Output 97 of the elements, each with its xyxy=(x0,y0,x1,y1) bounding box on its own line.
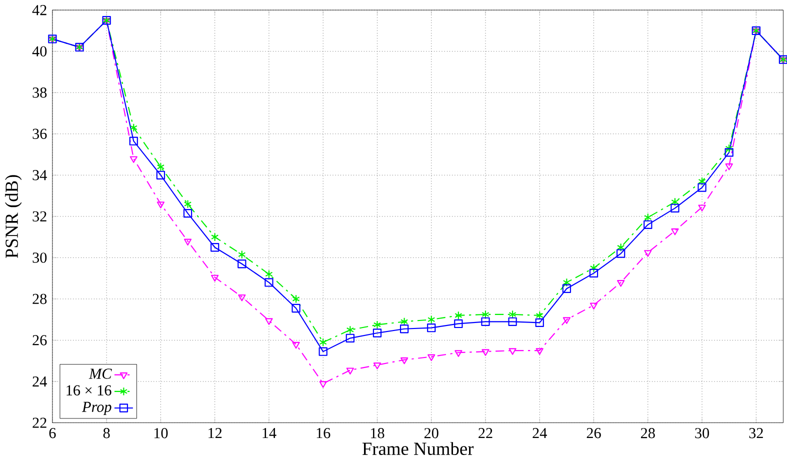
point xyxy=(130,123,138,132)
point xyxy=(292,304,300,313)
point xyxy=(508,317,517,326)
point xyxy=(373,362,382,370)
x-tick-label: 32 xyxy=(749,428,763,438)
x-tick-label: 14 xyxy=(262,428,276,438)
y-tick-label: 28 xyxy=(32,294,47,304)
point xyxy=(454,350,462,357)
point xyxy=(130,156,138,163)
point xyxy=(156,170,166,180)
legend-label: MC xyxy=(88,368,112,379)
point xyxy=(724,148,734,157)
point xyxy=(318,347,328,356)
x-tick-label: 30 xyxy=(695,428,710,438)
point xyxy=(590,302,598,310)
point xyxy=(616,249,626,258)
point xyxy=(292,294,300,304)
point xyxy=(481,317,490,326)
y-tick-label: 26 xyxy=(32,335,47,346)
point xyxy=(508,310,516,319)
point xyxy=(183,208,192,218)
point xyxy=(346,368,354,374)
y-tick-label: 40 xyxy=(32,46,47,56)
point xyxy=(319,338,327,347)
point xyxy=(428,315,436,324)
y-tick-label: 36 xyxy=(32,128,47,139)
x-tick-label: 6 xyxy=(49,428,56,438)
point xyxy=(319,381,327,388)
point xyxy=(698,204,706,212)
y-tick-label: 22 xyxy=(32,418,46,428)
point xyxy=(482,349,490,356)
point xyxy=(725,163,733,170)
point xyxy=(644,250,652,257)
point xyxy=(264,278,274,287)
x-tick-label: 20 xyxy=(424,428,438,438)
point xyxy=(129,136,138,146)
point xyxy=(562,278,571,287)
point xyxy=(211,274,219,282)
y-tick-label: 34 xyxy=(32,170,47,180)
x-tick-label: 12 xyxy=(208,428,222,438)
point xyxy=(454,311,462,320)
x-tick-label: 16 xyxy=(316,428,330,438)
legend-label: 16 × 16 xyxy=(66,385,112,396)
point xyxy=(400,324,409,334)
point xyxy=(536,348,544,355)
point xyxy=(156,162,165,172)
point xyxy=(372,328,382,338)
point xyxy=(590,264,598,272)
point xyxy=(400,357,408,364)
point xyxy=(671,228,679,236)
point xyxy=(428,354,436,362)
x-tick-label: 28 xyxy=(640,428,655,438)
point xyxy=(184,200,192,208)
x-tick-label: 18 xyxy=(370,428,384,438)
x-tick-label: 22 xyxy=(478,428,492,438)
x-axis-title: Frame Number xyxy=(362,442,474,455)
point xyxy=(644,220,652,229)
point xyxy=(211,232,219,242)
y-axis-title: PSNR (dB) xyxy=(5,175,22,258)
point xyxy=(346,326,354,334)
y-tick-label: 30 xyxy=(32,252,47,263)
y-tick-label: 38 xyxy=(32,87,47,98)
point xyxy=(698,183,706,192)
point xyxy=(617,243,625,252)
y-tick-label: 24 xyxy=(32,376,47,386)
legend-label: Prop xyxy=(82,402,112,416)
x-tick-label: 8 xyxy=(103,428,110,438)
point xyxy=(210,243,220,252)
x-tick-label: 26 xyxy=(586,428,601,438)
y-tick-label: 32 xyxy=(32,211,46,222)
point xyxy=(265,318,273,325)
point xyxy=(535,318,544,327)
point xyxy=(346,334,354,342)
x-tick-label: 24 xyxy=(532,428,547,438)
point xyxy=(238,250,246,259)
point xyxy=(292,342,300,349)
point xyxy=(670,204,680,212)
point xyxy=(373,320,382,330)
point xyxy=(725,144,733,153)
point xyxy=(617,280,625,287)
point xyxy=(238,260,246,268)
point xyxy=(698,176,706,186)
point xyxy=(482,310,490,319)
point xyxy=(644,213,652,222)
point xyxy=(156,202,165,208)
point xyxy=(454,319,463,328)
point xyxy=(589,268,598,278)
point xyxy=(562,317,571,324)
point xyxy=(427,324,436,332)
point xyxy=(238,294,246,302)
point xyxy=(184,238,192,246)
point xyxy=(508,348,516,355)
y-tick-label: 42 xyxy=(32,5,46,16)
point xyxy=(671,198,679,206)
point xyxy=(562,284,572,293)
point xyxy=(265,270,273,278)
x-tick-label: 10 xyxy=(154,428,168,438)
